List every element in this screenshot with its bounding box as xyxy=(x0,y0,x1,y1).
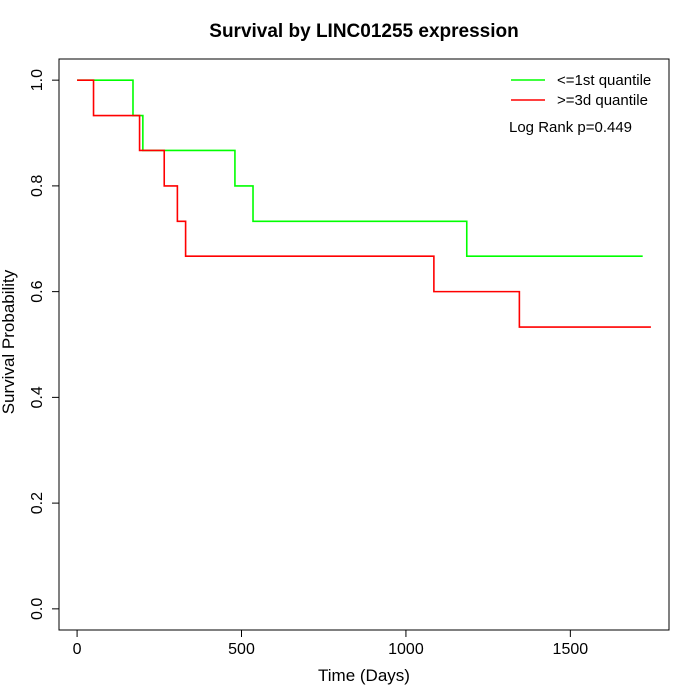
y-tick-label-1: 0.2 xyxy=(29,492,46,514)
y-tick-label-4: 0.8 xyxy=(29,175,46,197)
x-tick-label-1: 500 xyxy=(228,641,255,658)
y-tick-label-2: 0.4 xyxy=(29,386,46,408)
y-tick-label-0: 0.0 xyxy=(29,598,46,620)
series-line-0 xyxy=(77,79,643,258)
legend-label-1: >=3d quantile xyxy=(557,92,648,109)
x-axis-label: Time (Days) xyxy=(318,666,410,685)
y-tick-label-3: 0.6 xyxy=(29,280,46,302)
legend-label-0: <=1st quantile xyxy=(557,72,651,89)
x-tick-label-2: 1000 xyxy=(388,641,424,658)
y-axis-label: Survival Probability xyxy=(0,269,18,414)
x-tick-label-3: 1500 xyxy=(553,641,589,658)
y-tick-label-5: 1.0 xyxy=(29,69,46,91)
y-axis: 0.0 0.2 0.4 0.6 0.8 1.0 xyxy=(29,69,60,620)
series-line-1 xyxy=(77,79,651,328)
chart-title: Survival by LINC01255 expression xyxy=(209,21,518,42)
series-group xyxy=(77,79,651,328)
x-tick-label-0: 0 xyxy=(73,641,82,658)
log-rank-annotation: Log Rank p=0.449 xyxy=(509,119,632,136)
legend: <=1st quantile >=3d quantile xyxy=(511,72,651,109)
x-axis: 0 500 1000 1500 xyxy=(73,629,589,658)
plot-frame xyxy=(58,58,670,631)
